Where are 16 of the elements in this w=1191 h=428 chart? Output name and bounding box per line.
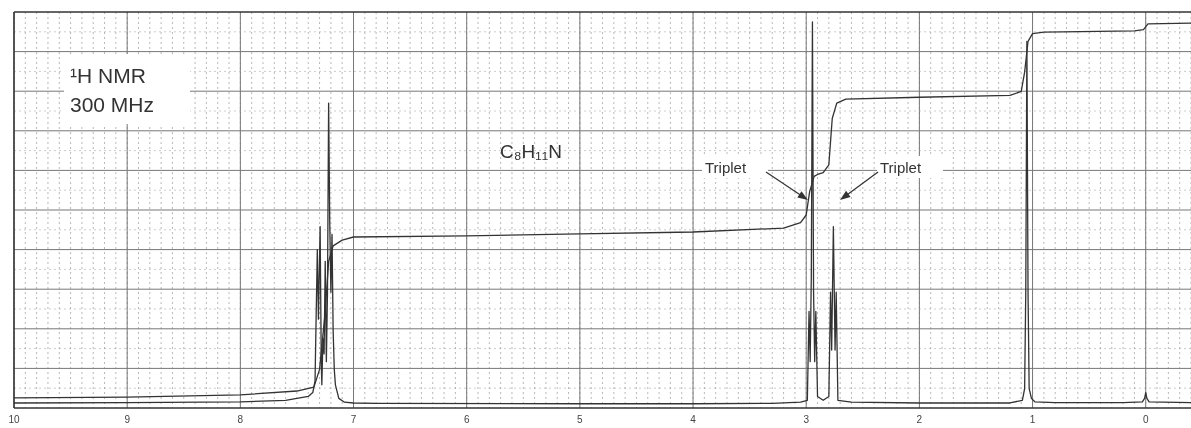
x-tick-label: 2 — [916, 414, 923, 425]
annotation: Triplet — [705, 159, 747, 176]
text: ¹H NMR — [70, 64, 146, 87]
x-tick-label: 9 — [124, 414, 131, 425]
x-tick-label: 1 — [1029, 414, 1036, 425]
x-tick-label: 3 — [803, 414, 810, 425]
x-tick-label: 5 — [577, 414, 584, 425]
text: 300 MHz — [70, 93, 155, 116]
x-tick-label: 0 — [1142, 414, 1149, 425]
x-tick-label: 6 — [463, 414, 470, 425]
x-tick-label: 8 — [237, 414, 244, 425]
x-tick-label: 4 — [690, 414, 697, 425]
x-tick-label: 7 — [350, 414, 357, 425]
x-tick-label: 10 — [8, 414, 20, 425]
annotation: Triplet — [880, 159, 922, 176]
annotation: C₈H₁₁N — [500, 141, 562, 162]
